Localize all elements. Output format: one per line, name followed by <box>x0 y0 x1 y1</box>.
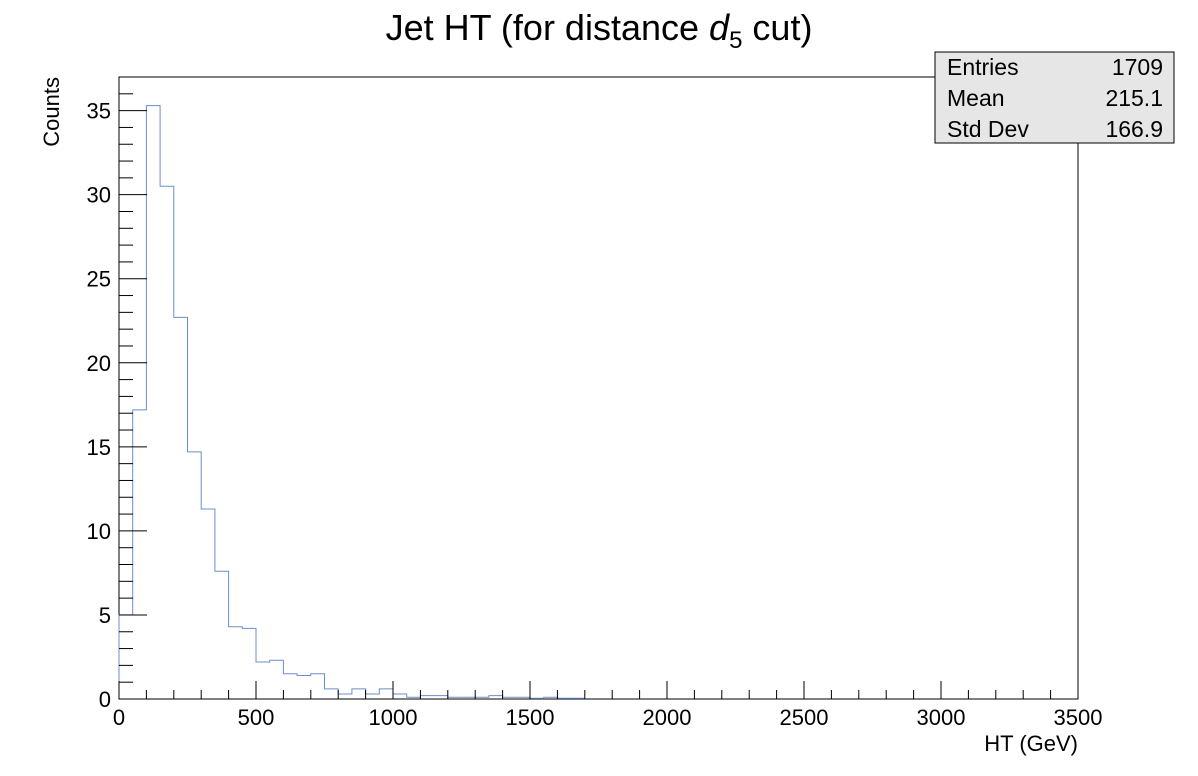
x-axis-label: HT (GeV) <box>984 731 1078 756</box>
y-tick-label: 30 <box>87 183 111 208</box>
x-tick-label: 1000 <box>369 705 418 730</box>
stats-entries-label: Entries <box>947 54 1019 80</box>
x-tick-label: 3500 <box>1054 705 1103 730</box>
y-tick-label: 20 <box>87 351 111 376</box>
stats-mean-value: 215.1 <box>1105 85 1163 111</box>
y-tick-label: 10 <box>87 519 111 544</box>
y-tick-label: 5 <box>99 603 111 628</box>
stats-stddev-value: 166.9 <box>1105 116 1163 142</box>
y-tick-label: 15 <box>87 435 111 460</box>
plot-frame <box>118 76 1079 700</box>
stats-box-background <box>934 51 1175 144</box>
y-tick-labels: 0 5 10 15 20 25 30 35 <box>87 99 111 712</box>
x-tick-label: 0 <box>113 705 125 730</box>
x-tick-label: 2000 <box>643 705 692 730</box>
x-tick-label: 3000 <box>917 705 966 730</box>
axis-ticks <box>118 76 1079 700</box>
stats-box: Entries 1709 Mean 215.1 Std Dev 166.9 <box>934 51 1175 144</box>
chart-title-prefix: Jet HT (for distance <box>386 7 709 48</box>
y-tick-label: 25 <box>87 267 111 292</box>
x-tick-labels: 0 500 1000 1500 2000 2500 3000 3500 <box>113 705 1103 730</box>
chart-title-sub: 5 <box>729 27 742 54</box>
stats-stddev-label: Std Dev <box>947 116 1029 142</box>
stats-mean-label: Mean <box>947 85 1005 111</box>
y-tick-label: 0 <box>99 687 111 712</box>
stats-entries-value: 1709 <box>1112 54 1163 80</box>
histogram-line <box>118 105 586 699</box>
x-tick-label: 1500 <box>506 705 555 730</box>
chart-title: Jet HT (for distance d5 cut) <box>386 7 813 54</box>
x-tick-label: 500 <box>238 705 275 730</box>
y-axis-label: Counts <box>39 77 64 147</box>
x-tick-label: 2500 <box>780 705 829 730</box>
chart-title-var: d <box>709 7 730 48</box>
chart-title-suffix: cut) <box>742 7 812 48</box>
y-tick-label: 35 <box>87 99 111 124</box>
